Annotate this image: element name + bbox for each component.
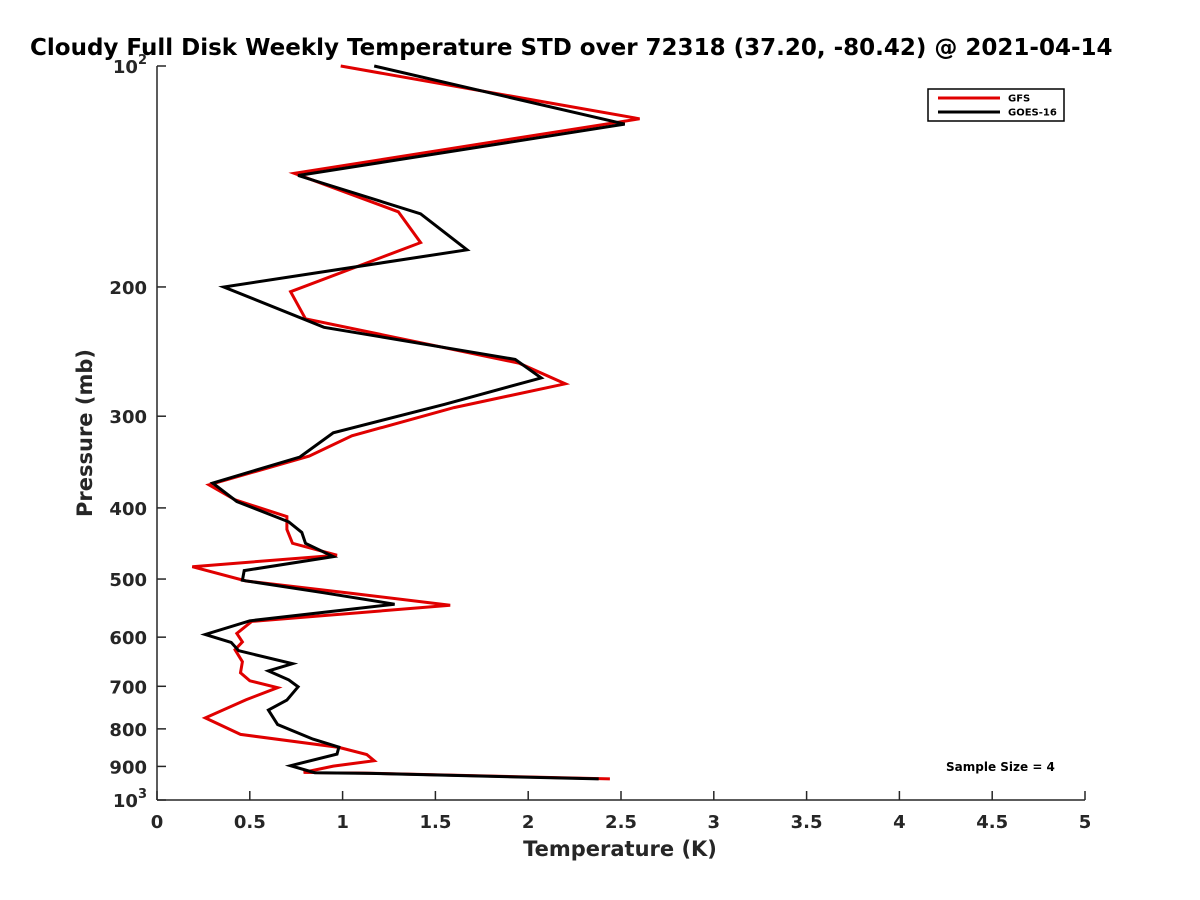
y-tick-label-exponent: 2	[138, 53, 147, 68]
y-tick-label: 300	[109, 407, 147, 428]
chart-title: Cloudy Full Disk Weekly Temperature STD …	[30, 35, 1113, 61]
x-tick-label: 0	[151, 812, 164, 833]
series-line-goes-16	[200, 64, 626, 781]
x-tick-label: 4	[893, 812, 906, 833]
x-tick-label: 1	[336, 812, 349, 833]
sample-size-annotation: Sample Size = 4	[946, 760, 1055, 774]
y-tick-label: 400	[109, 499, 147, 520]
y-tick-label-base: 10	[113, 791, 138, 812]
y-tick-label-exponent: 3	[138, 787, 147, 802]
y-tick-label-base: 800	[109, 720, 147, 741]
legend: GFS GOES-16	[927, 88, 1065, 122]
y-tick-label: 500	[109, 570, 147, 591]
y-tick-label-base: 700	[109, 677, 147, 698]
y-tick-label-base: 600	[109, 628, 147, 649]
x-tick-label: 3.5	[791, 812, 823, 833]
x-tick-label: 4.5	[976, 812, 1008, 833]
x-tick-label: 5	[1079, 812, 1092, 833]
y-axis-label: Pressure (mb)	[73, 349, 97, 517]
x-axis-label: Temperature (K)	[523, 837, 717, 861]
legend-box	[927, 88, 1065, 122]
legend-label-goes-16: GOES-16	[1008, 108, 1057, 119]
y-tick-label-base: 300	[109, 407, 147, 428]
legend-label-gfs: GFS	[1008, 94, 1030, 105]
x-tick-label: 2	[522, 812, 535, 833]
series-layer	[191, 64, 640, 781]
y-tick-label: 900	[109, 757, 147, 778]
x-tick-label: 3	[708, 812, 721, 833]
y-tick-label: 200	[109, 278, 147, 299]
x-tick-label: 0.5	[234, 812, 266, 833]
y-tick-label-base: 900	[109, 757, 147, 778]
y-tick-label: 600	[109, 628, 147, 649]
y-tick-label-base: 500	[109, 570, 147, 591]
axes: 0 0.5 1 1.5 2 2.5 3 3.5 4 4.5 51022003004005006007…	[109, 53, 1091, 833]
y-tick-label: 800	[109, 720, 147, 741]
x-tick-label: 1.5	[419, 812, 451, 833]
y-tick-label: 700	[109, 677, 147, 698]
y-tick-label: 103	[113, 787, 147, 812]
y-tick-label-base: 200	[109, 278, 147, 299]
x-tick-label: 2.5	[605, 812, 637, 833]
y-tick-label: 102	[113, 53, 147, 78]
y-tick-label-base: 400	[109, 499, 147, 520]
y-tick-label-base: 10	[113, 57, 138, 78]
